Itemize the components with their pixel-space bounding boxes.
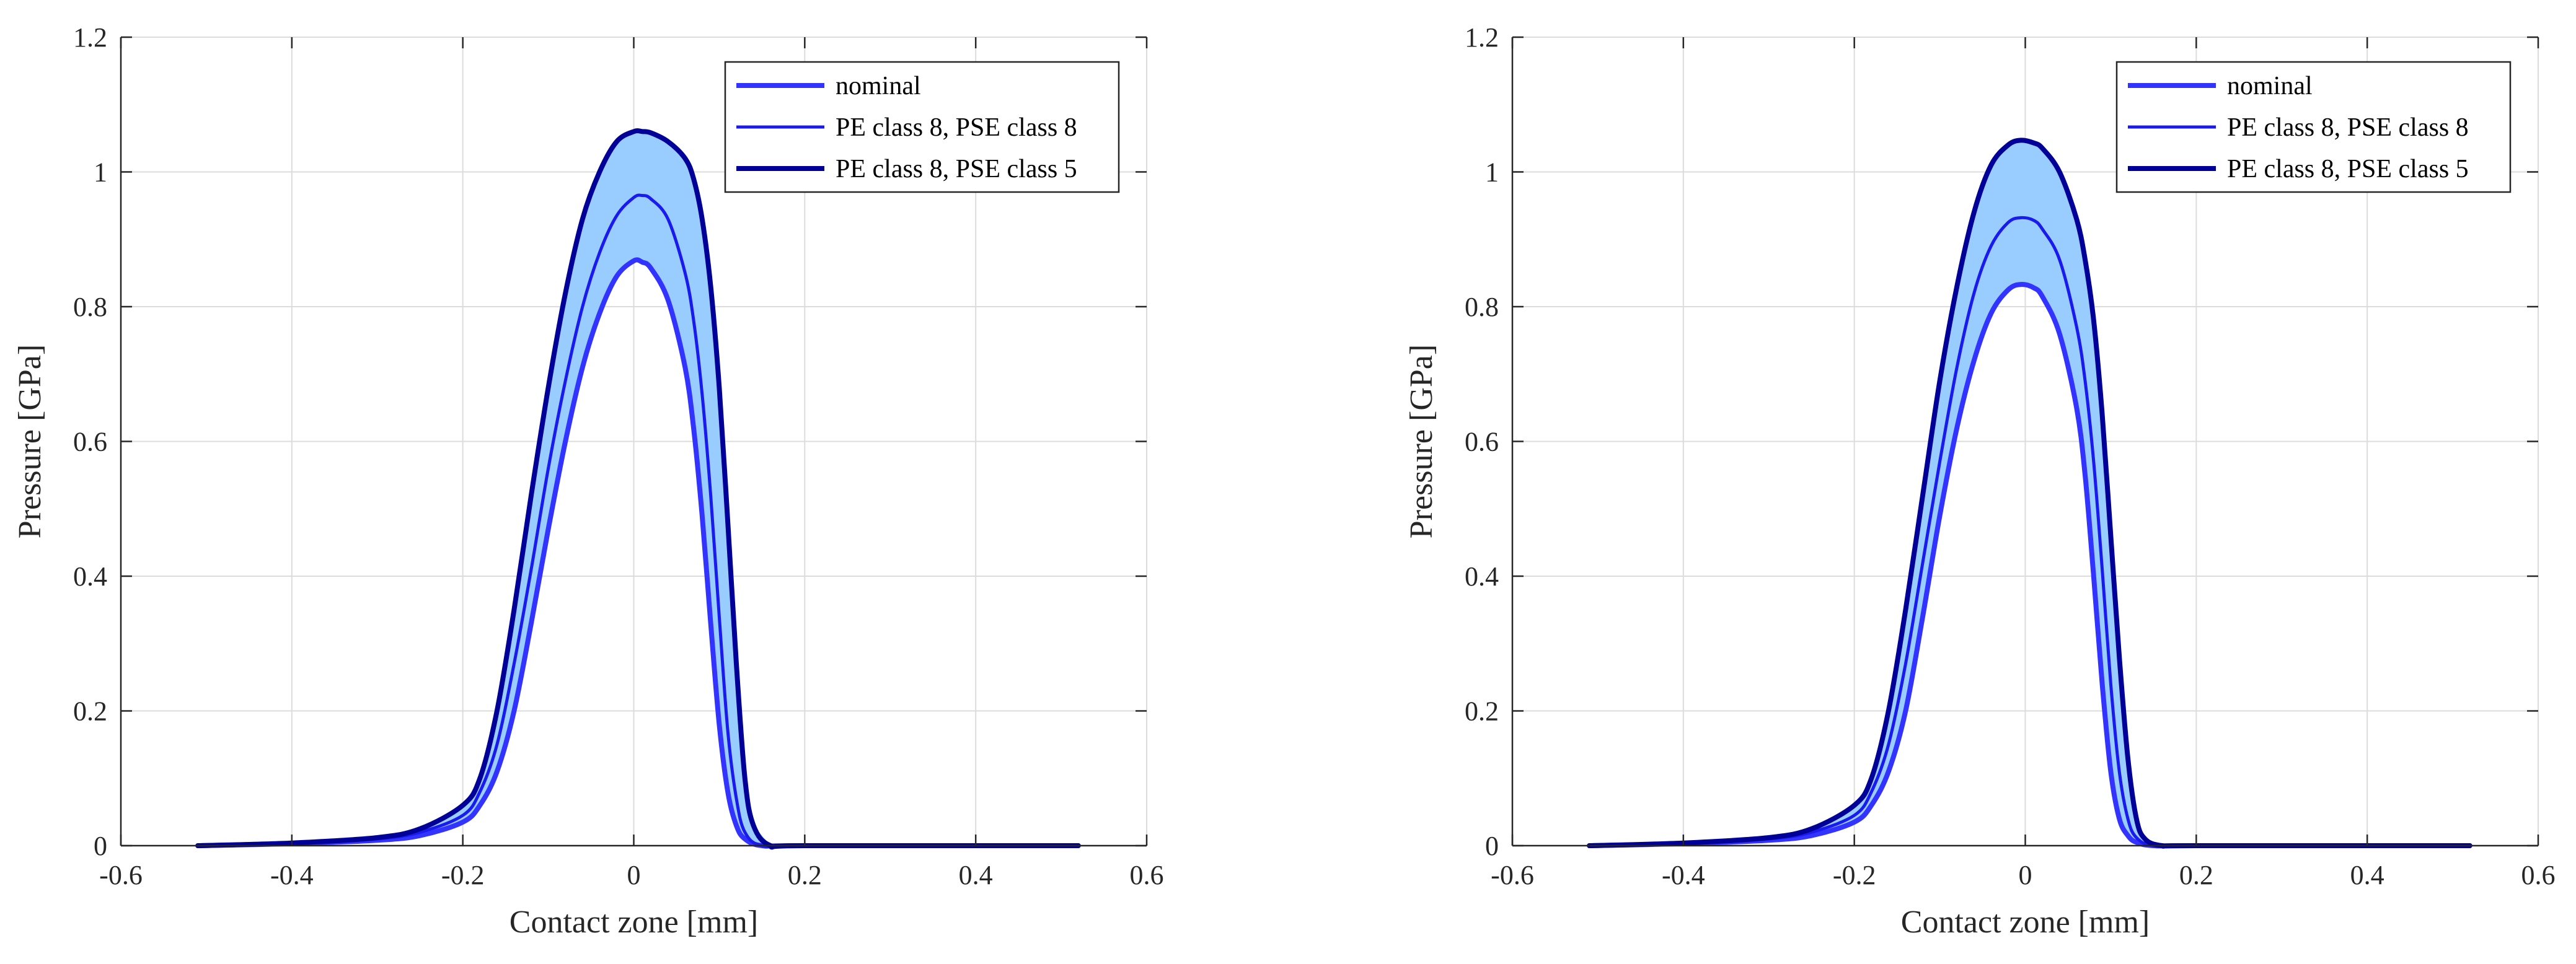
y-tick-label: 0.6	[73, 427, 107, 457]
legend-entry: nominal	[836, 72, 921, 100]
x-tick-label: -0.4	[270, 860, 314, 890]
x-tick-label: 0.6	[2521, 860, 2556, 890]
chart-panel-1: -0.6 -0.4 -0.2 0 0.2 0.4 0.6 0 0.2 0.4 0.6 0.8 1 1.2 C…	[12, 22, 1164, 940]
y-tick-label: 0	[1485, 831, 1499, 861]
legend: nominal PE class 8, PSE class 8 PE class 8…	[724, 61, 1120, 193]
x-tick-label: -0.6	[1491, 860, 1534, 890]
y-tick-label: 0.6	[1465, 427, 1499, 457]
series-line-3	[195, 128, 1081, 850]
x-axis-label: Contact zone [mm]	[509, 905, 758, 940]
series-line-1	[1587, 282, 2472, 849]
y-tick-label: 1	[1485, 157, 1499, 188]
x-tick-label: -0.2	[1833, 860, 1876, 890]
y-axis-label: Pressure [GPa]	[1404, 344, 1439, 538]
y-axis-label: Pressure [GPa]	[12, 344, 48, 538]
x-axis-label: Contact zone [mm]	[1901, 905, 2150, 940]
x-tick-label: -0.2	[441, 860, 485, 890]
axes: -0.6 -0.4 -0.2 0 0.2 0.4 0.6 0 0.2 0.4 0.6 0.8 1 1.2	[1465, 22, 2556, 890]
series-line-3	[1587, 138, 2472, 849]
y-tick-label: 0.4	[73, 561, 107, 592]
x-tick-label: 0.2	[2179, 860, 2213, 890]
series-line-2	[1587, 216, 2472, 848]
series-line-2	[196, 193, 1080, 849]
x-tick-label: 0	[2019, 860, 2032, 890]
x-tick-label: 0.4	[959, 860, 993, 890]
legend-entry: PE class 8, PSE class 5	[2227, 155, 2469, 183]
legend-entry: nominal	[2227, 72, 2313, 100]
legend-entry: PE class 8, PSE class 8	[836, 113, 1077, 142]
legend-entry: PE class 8, PSE class 8	[2227, 113, 2469, 142]
band-fill	[1589, 140, 2470, 846]
axes: -0.6 -0.4 -0.2 0 0.2 0.4 0.6 0 0.2 0.4 0.6 0.8 1 1.2	[73, 22, 1164, 890]
chart-panel-2: -0.6 -0.4 -0.2 0 0.2 0.4 0.6 0 0.2 0.4 0.6 0.8 1 1.2 C…	[1404, 22, 2556, 940]
legend-entry: PE class 8, PSE class 5	[836, 155, 1077, 183]
y-tick-label: 0.8	[73, 292, 107, 322]
y-tick-label: 0.4	[1465, 561, 1499, 592]
y-tick-label: 0.2	[73, 696, 107, 727]
y-tick-label: 0	[94, 831, 107, 861]
band-fill	[198, 131, 1078, 846]
x-tick-label: -0.6	[99, 860, 143, 890]
y-tick-label: 1	[94, 157, 107, 188]
series-line-1	[195, 257, 1081, 849]
x-tick-label: 0.4	[2350, 860, 2384, 890]
x-tick-label: 0.2	[788, 860, 822, 890]
x-tick-label: 0.6	[1130, 860, 1164, 890]
legend: nominal PE class 8, PSE class 8 PE class 8…	[2115, 61, 2512, 193]
x-tick-label: 0	[627, 860, 641, 890]
y-tick-label: 1.2	[1465, 22, 1499, 53]
x-tick-label: -0.4	[1662, 860, 1705, 890]
y-tick-label: 0.2	[1465, 696, 1499, 727]
y-tick-label: 1.2	[73, 22, 107, 53]
y-tick-label: 0.8	[1465, 292, 1499, 322]
